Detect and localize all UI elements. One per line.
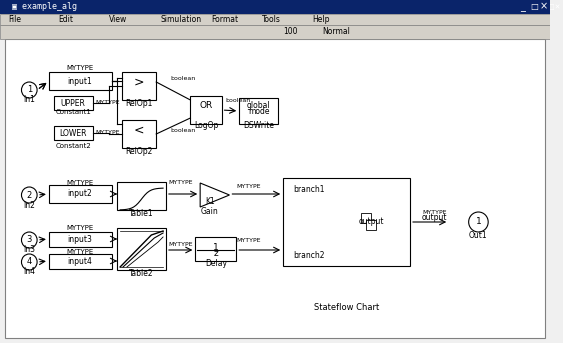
- Text: mode: mode: [248, 107, 270, 117]
- Text: Table2: Table2: [129, 270, 154, 279]
- Text: z: z: [213, 249, 218, 259]
- Text: ×: ×: [540, 1, 548, 12]
- Bar: [0, 25, 549, 39]
- Text: 100: 100: [283, 27, 298, 36]
- Text: branch1: branch1: [293, 186, 324, 194]
- FancyBboxPatch shape: [53, 126, 93, 140]
- Text: 4: 4: [26, 258, 32, 267]
- Bar: [0, 0, 549, 13]
- Text: ▣ example_alg: ▣ example_alg: [12, 2, 77, 11]
- Text: K1: K1: [205, 198, 215, 206]
- Circle shape: [21, 232, 37, 248]
- Text: In1: In1: [23, 95, 35, 105]
- Text: Simulation: Simulation: [160, 15, 201, 24]
- Text: Constant2: Constant2: [55, 143, 91, 149]
- Text: input3: input3: [68, 235, 92, 244]
- Text: boolean: boolean: [171, 75, 196, 81]
- Text: MYTYPE: MYTYPE: [236, 238, 261, 244]
- Text: 1: 1: [213, 243, 218, 251]
- Text: RelOp1: RelOp1: [125, 98, 153, 107]
- Text: example_alg: example_alg: [17, 2, 75, 12]
- Text: OR: OR: [199, 102, 213, 110]
- Text: MYTYPE: MYTYPE: [95, 130, 120, 134]
- Text: DSWrite: DSWrite: [243, 121, 274, 130]
- Text: LOWER: LOWER: [60, 129, 87, 138]
- Text: input2: input2: [68, 189, 92, 199]
- Text: Delay: Delay: [205, 260, 227, 269]
- FancyBboxPatch shape: [283, 178, 410, 266]
- Text: 2: 2: [26, 190, 32, 200]
- Text: MYTYPE: MYTYPE: [168, 241, 193, 247]
- Text: _: _: [520, 1, 525, 12]
- FancyBboxPatch shape: [195, 237, 236, 261]
- FancyBboxPatch shape: [117, 182, 166, 210]
- Polygon shape: [200, 183, 230, 207]
- Text: MYTYPE: MYTYPE: [236, 185, 261, 189]
- FancyBboxPatch shape: [361, 213, 371, 223]
- Text: RelOp2: RelOp2: [125, 146, 153, 155]
- Text: View: View: [109, 15, 128, 24]
- Text: output: output: [422, 213, 447, 223]
- Text: 1: 1: [476, 217, 481, 226]
- Text: In2: In2: [23, 201, 35, 210]
- FancyBboxPatch shape: [366, 220, 376, 230]
- Text: output: output: [358, 217, 384, 226]
- Text: branch2: branch2: [293, 250, 324, 260]
- Text: Format: Format: [211, 15, 238, 24]
- FancyBboxPatch shape: [53, 96, 93, 110]
- Circle shape: [21, 254, 37, 270]
- Text: MYTYPE: MYTYPE: [422, 211, 446, 215]
- Text: global: global: [247, 102, 271, 110]
- Text: input4: input4: [68, 257, 92, 265]
- Text: Help: Help: [312, 15, 330, 24]
- Text: MYTYPE: MYTYPE: [95, 99, 120, 105]
- Text: Constant1: Constant1: [55, 109, 91, 115]
- Circle shape: [21, 187, 37, 203]
- FancyBboxPatch shape: [49, 185, 112, 203]
- Text: □: □: [530, 2, 538, 11]
- Text: >: >: [133, 75, 144, 88]
- Text: MYTYPE: MYTYPE: [168, 180, 193, 186]
- Bar: [0, 14, 549, 25]
- FancyBboxPatch shape: [122, 72, 156, 100]
- Bar: [5, 39, 545, 338]
- Text: MYTYPE: MYTYPE: [66, 225, 93, 231]
- Text: boolean: boolean: [171, 128, 196, 132]
- Text: Normal: Normal: [322, 27, 350, 36]
- Bar: [0, 0, 549, 14]
- Text: —□✕: —□✕: [542, 4, 561, 10]
- Text: UPPER: UPPER: [61, 98, 86, 107]
- FancyBboxPatch shape: [122, 120, 156, 148]
- Text: LogOp: LogOp: [194, 121, 218, 130]
- Text: boolean: boolean: [226, 97, 251, 103]
- Text: Table1: Table1: [129, 209, 154, 217]
- FancyBboxPatch shape: [117, 228, 166, 270]
- FancyBboxPatch shape: [190, 96, 222, 124]
- FancyBboxPatch shape: [49, 254, 112, 269]
- Text: File: File: [8, 15, 21, 24]
- FancyBboxPatch shape: [49, 72, 112, 90]
- Circle shape: [468, 212, 488, 232]
- FancyBboxPatch shape: [239, 98, 278, 124]
- Text: In3: In3: [23, 246, 35, 255]
- Text: Edit: Edit: [59, 15, 74, 24]
- Text: MYTYPE: MYTYPE: [66, 180, 93, 186]
- Text: Tools: Tools: [262, 15, 280, 24]
- Text: MYTYPE: MYTYPE: [66, 249, 93, 255]
- Text: Stateflow Chart: Stateflow Chart: [314, 303, 379, 311]
- Text: Out1: Out1: [469, 230, 488, 239]
- Text: In4: In4: [23, 268, 35, 276]
- Text: MYTYPE: MYTYPE: [66, 65, 93, 71]
- Circle shape: [21, 82, 37, 98]
- Text: <: <: [133, 123, 144, 137]
- Text: input1: input1: [68, 76, 92, 85]
- Text: 3: 3: [26, 236, 32, 245]
- FancyBboxPatch shape: [49, 232, 112, 247]
- Text: Gain: Gain: [201, 206, 219, 215]
- Text: 1: 1: [26, 85, 32, 95]
